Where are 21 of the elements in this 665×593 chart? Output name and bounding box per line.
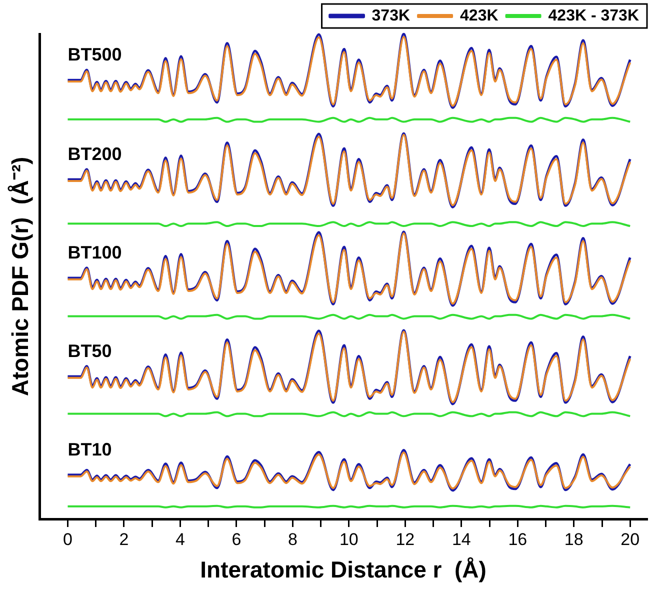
x-tick-label: 20: [620, 530, 640, 549]
annotation: BT100: [68, 242, 122, 262]
x-tick-label: 2: [119, 530, 129, 549]
x-tick-label: 10: [339, 530, 358, 549]
x-tick-label: 4: [175, 530, 185, 549]
legend-label: 423K: [460, 7, 499, 24]
annotation: BT10: [68, 439, 112, 460]
x-tick-label: 16: [508, 530, 528, 549]
x-axis-title: Interatomic Distance r (Å): [200, 556, 486, 583]
annotation: BT50: [68, 340, 112, 361]
x-tick-label: 6: [232, 530, 242, 549]
y-axis-title: Atomic PDF G(r) (Å⁻²): [7, 156, 34, 396]
x-tick-label: 0: [62, 530, 72, 549]
x-tick-label: 14: [452, 530, 471, 549]
legend-label: 373K: [372, 7, 410, 24]
annotation: BT200: [68, 144, 122, 164]
annotation: BT500: [68, 44, 122, 64]
x-tick-label: 8: [288, 530, 298, 549]
x-tick-label: 12: [396, 530, 415, 549]
legend-label: 423K - 373K: [548, 7, 640, 24]
x-tick-label: 18: [564, 530, 584, 549]
